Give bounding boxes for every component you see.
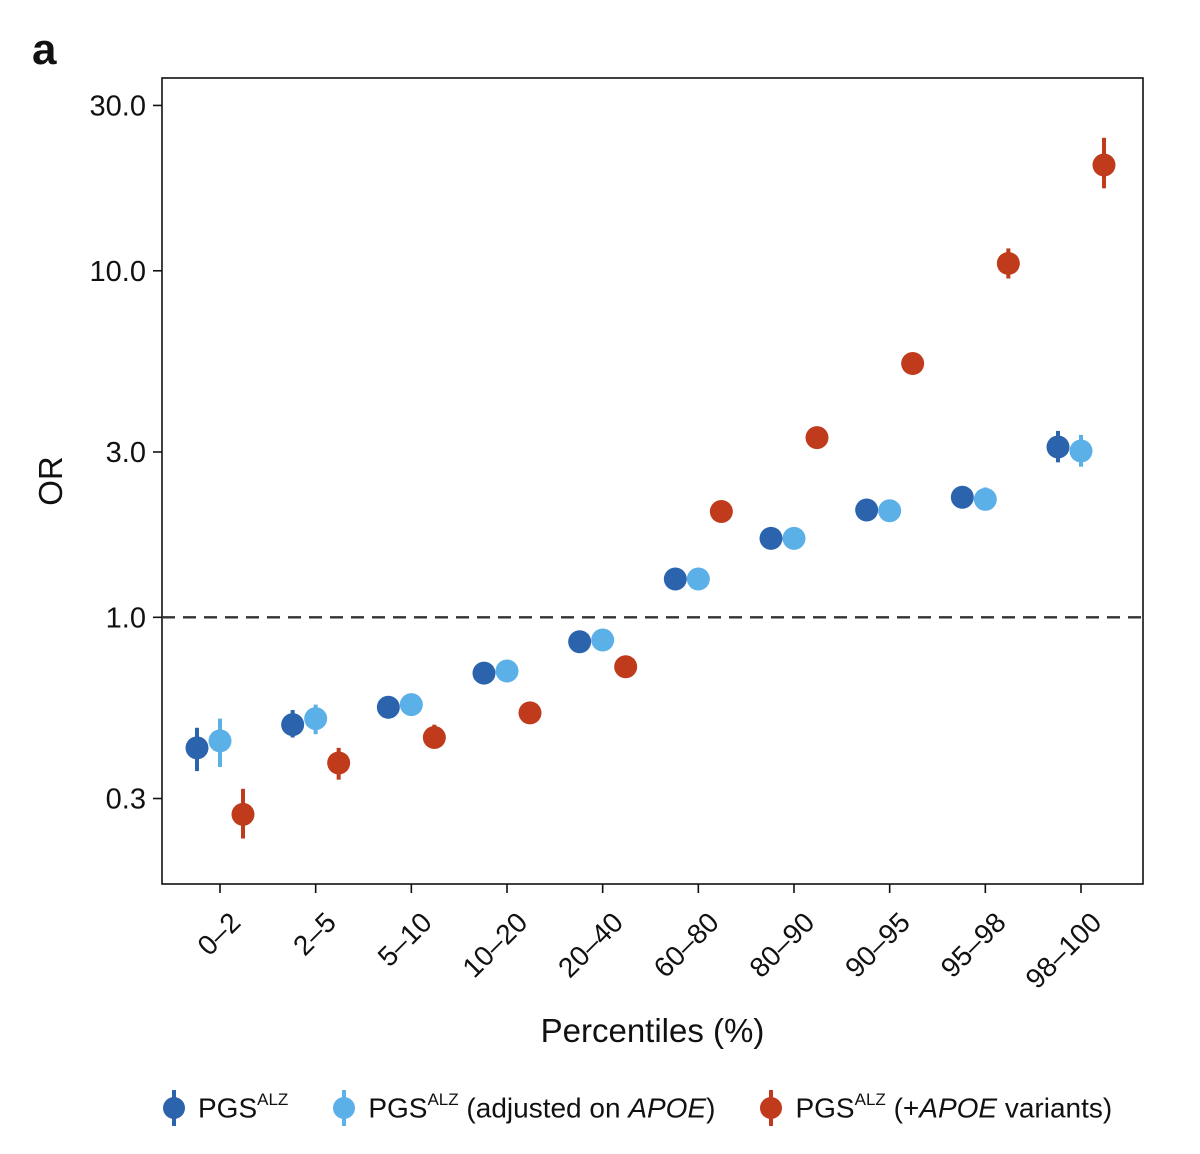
data-point	[759, 526, 783, 550]
legend-item-pgs: PGSALZ	[160, 1088, 288, 1128]
data-point	[568, 630, 592, 654]
legend-marker-pgs	[163, 1090, 185, 1126]
panel-label: a	[32, 25, 57, 74]
y-tick-label: 30.0	[90, 90, 146, 122]
x-tick-label: 0–2	[191, 906, 246, 961]
data-point	[686, 567, 710, 591]
x-tick-label: 60–80	[648, 906, 725, 983]
data-point	[1046, 435, 1070, 459]
legend-label-pgs: PGSALZ	[198, 1089, 289, 1124]
y-tick-label: 1.0	[106, 602, 146, 634]
data-point	[1092, 153, 1116, 177]
data-point	[996, 251, 1020, 275]
data-point	[878, 499, 902, 523]
data-point	[805, 426, 829, 450]
legend-label-pgs-adjusted: PGSALZ (adjusted on APOE)	[368, 1089, 716, 1124]
data-point	[281, 713, 305, 737]
data-point	[185, 736, 209, 760]
data-point	[472, 661, 496, 685]
data-point	[855, 498, 879, 522]
data-point	[591, 628, 615, 652]
x-tick-label: 2–5	[287, 906, 342, 961]
x-tick-label: 80–90	[743, 906, 820, 983]
data-point	[614, 655, 638, 679]
legend-item-pgs-adjusted: PGSALZ (adjusted on APOE)	[330, 1088, 715, 1128]
legend: PGSALZ PGSALZ (adjusted on APOE) PGSALZ …	[160, 1088, 1112, 1128]
data-point	[208, 729, 232, 753]
x-tick-label: 90–95	[839, 906, 916, 983]
data-point	[709, 500, 733, 524]
x-tick-label: 95–98	[935, 906, 1012, 983]
legend-item-pgs-apoe-variants: PGSALZ (+APOE variants)	[757, 1088, 1112, 1128]
x-tick-label: 98–100	[1019, 906, 1107, 994]
data-point	[376, 695, 400, 719]
y-axis-title: OR	[32, 456, 69, 506]
x-tick-label: 20–40	[552, 906, 629, 983]
data-point	[231, 802, 255, 826]
x-tick-label: 10–20	[456, 906, 533, 983]
data-point	[304, 707, 328, 731]
legend-marker-pgs-apoe-variants	[760, 1090, 783, 1126]
legend-label-pgs-apoe-variants: PGSALZ (+APOE variants)	[795, 1089, 1113, 1124]
data-point	[495, 659, 519, 683]
y-tick-label: 3.0	[106, 437, 146, 469]
or-percentile-chart: 0.3 1.0 3.0 10.0 30.0 0–2 2–5 5–10 10–20 20–40 60–…	[32, 77, 1144, 1049]
data-point	[1069, 439, 1093, 463]
data-point	[327, 751, 351, 775]
data-point	[782, 526, 806, 550]
y-tick-label: 0.3	[106, 784, 146, 816]
data-point	[950, 485, 974, 509]
x-tick-label: 5–10	[372, 906, 438, 972]
plot-frame	[161, 77, 1144, 885]
data-point	[663, 567, 687, 591]
y-tick-label: 10.0	[90, 256, 146, 288]
legend-marker-pgs-adjusted	[333, 1090, 356, 1126]
data-point	[518, 701, 542, 725]
data-point	[422, 725, 446, 749]
x-axis-title: Percentiles (%)	[541, 1012, 765, 1049]
data-point	[973, 487, 997, 511]
data-point	[399, 693, 423, 717]
data-point	[901, 352, 925, 376]
